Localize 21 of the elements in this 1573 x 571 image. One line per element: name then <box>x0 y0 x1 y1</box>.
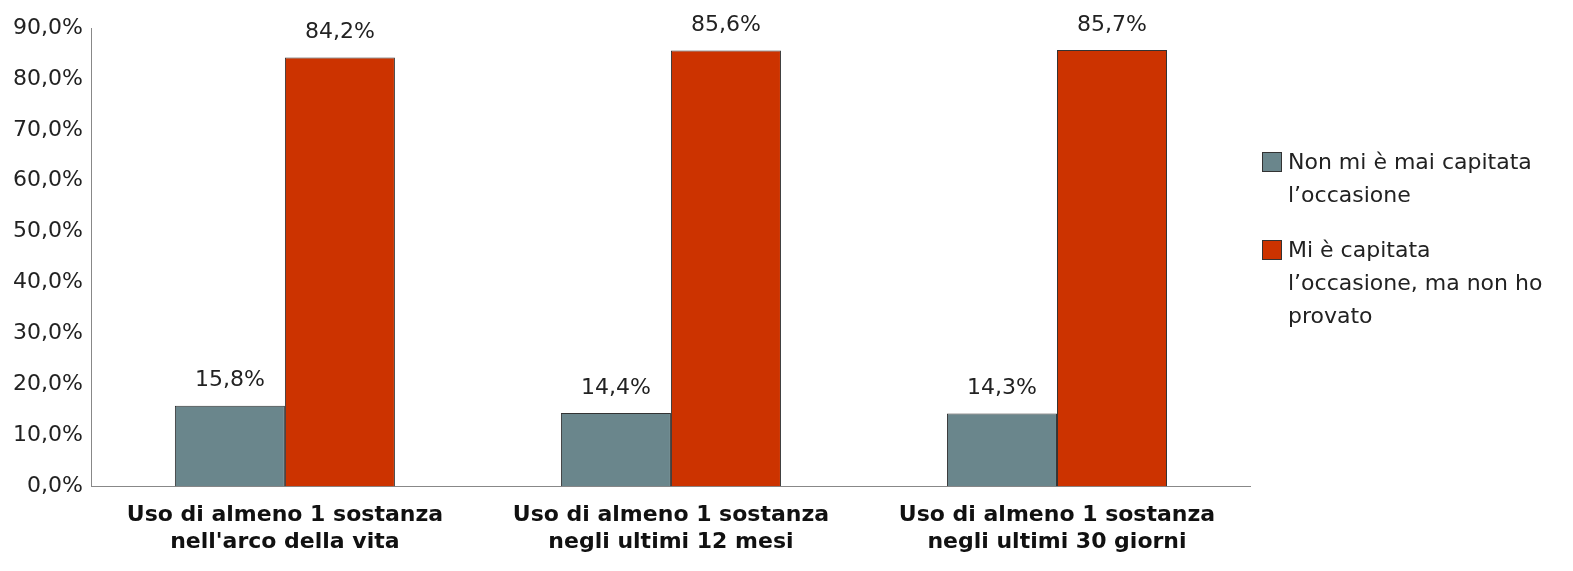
data-label: 15,8% <box>194 366 265 392</box>
data-label: 14,4% <box>580 373 651 399</box>
y-tick-label: 70,0% <box>13 115 83 141</box>
legend-label: Non mi è mai capitata l’occasione <box>1288 148 1533 209</box>
data-label: 85,7% <box>1077 10 1147 36</box>
y-tick-label: 30,0% <box>13 319 83 345</box>
x-tick-label: Uso di almeno 1 sostanza negli ultimi 12 mesi <box>512 501 830 553</box>
data-label: 14,3% <box>967 374 1037 400</box>
y-tick-label: 0,0% <box>26 471 83 497</box>
y-tick-label: 40,0% <box>13 268 83 294</box>
x-tick-label: Uso di almeno 1 sostanza nell'arco della vita <box>126 501 444 553</box>
y-tick-label: 20,0% <box>13 370 83 396</box>
legend-label: Mi è capitata l’occasione, ma non ho provato <box>1288 236 1544 330</box>
y-tick-label: 80,0% <box>13 64 83 90</box>
y-tick-label: 10,0% <box>13 421 83 447</box>
x-tick-label: Uso di almeno 1 sostanza negli ultimi 30 giorni <box>898 501 1216 553</box>
y-tick-label: 60,0% <box>13 166 83 192</box>
data-label: 85,6% <box>691 11 761 37</box>
y-tick-label: 90,0% <box>13 13 83 39</box>
y-tick-label: 50,0% <box>13 217 83 243</box>
data-label: 84,2% <box>304 18 375 44</box>
